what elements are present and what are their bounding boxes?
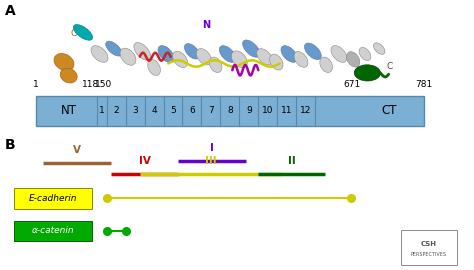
Text: 4: 4 xyxy=(151,106,157,115)
Text: 6: 6 xyxy=(189,106,195,115)
Text: C: C xyxy=(386,62,392,71)
Text: III: III xyxy=(205,156,217,166)
Text: 781: 781 xyxy=(416,80,433,89)
Text: 3: 3 xyxy=(132,106,138,115)
Ellipse shape xyxy=(231,51,247,68)
Text: 8: 8 xyxy=(227,106,233,115)
Text: V: V xyxy=(73,145,81,155)
Text: 10: 10 xyxy=(262,106,273,115)
Ellipse shape xyxy=(257,49,272,65)
Ellipse shape xyxy=(60,68,77,83)
Text: 9: 9 xyxy=(246,106,252,115)
Text: C: C xyxy=(70,29,77,38)
Ellipse shape xyxy=(148,59,160,76)
Text: CSH: CSH xyxy=(421,241,437,247)
Ellipse shape xyxy=(243,40,260,57)
Text: 12: 12 xyxy=(300,106,311,115)
Text: 11: 11 xyxy=(281,106,292,115)
Text: 118: 118 xyxy=(82,80,100,89)
Ellipse shape xyxy=(281,46,297,62)
Bar xyxy=(36,96,424,126)
Text: 5: 5 xyxy=(170,106,176,115)
Text: I: I xyxy=(210,143,214,153)
Text: A: A xyxy=(5,4,16,18)
Text: IV: IV xyxy=(138,156,151,166)
Ellipse shape xyxy=(196,49,211,65)
Text: II: II xyxy=(288,156,295,166)
Text: 1: 1 xyxy=(99,106,105,115)
Ellipse shape xyxy=(73,25,92,40)
Ellipse shape xyxy=(219,46,236,62)
Text: 150: 150 xyxy=(95,80,112,89)
Ellipse shape xyxy=(320,57,332,73)
Ellipse shape xyxy=(354,65,381,81)
Ellipse shape xyxy=(331,46,347,62)
Text: 2: 2 xyxy=(113,106,119,115)
Text: N: N xyxy=(202,20,210,30)
Text: 1: 1 xyxy=(33,80,38,89)
Ellipse shape xyxy=(184,43,200,59)
Text: 7: 7 xyxy=(208,106,214,115)
Ellipse shape xyxy=(91,46,108,62)
Text: B: B xyxy=(5,138,15,152)
Text: PERSPECTIVES: PERSPECTIVES xyxy=(411,252,447,256)
Ellipse shape xyxy=(346,52,360,67)
Ellipse shape xyxy=(173,51,188,68)
Ellipse shape xyxy=(270,54,283,70)
Ellipse shape xyxy=(54,53,74,71)
Text: E-cadherin: E-cadherin xyxy=(29,194,78,203)
Ellipse shape xyxy=(210,57,222,73)
Bar xyxy=(14,221,92,241)
Bar xyxy=(14,188,92,208)
Ellipse shape xyxy=(120,48,136,65)
Ellipse shape xyxy=(374,43,385,54)
Ellipse shape xyxy=(158,46,174,62)
Text: 671: 671 xyxy=(343,80,360,89)
Ellipse shape xyxy=(106,41,122,56)
Ellipse shape xyxy=(359,48,371,60)
Ellipse shape xyxy=(304,43,321,60)
Ellipse shape xyxy=(134,43,151,60)
Text: α-catenin: α-catenin xyxy=(32,226,74,235)
Bar xyxy=(401,230,457,265)
Ellipse shape xyxy=(294,52,308,67)
Text: NT: NT xyxy=(61,104,77,117)
Text: CT: CT xyxy=(381,104,396,117)
